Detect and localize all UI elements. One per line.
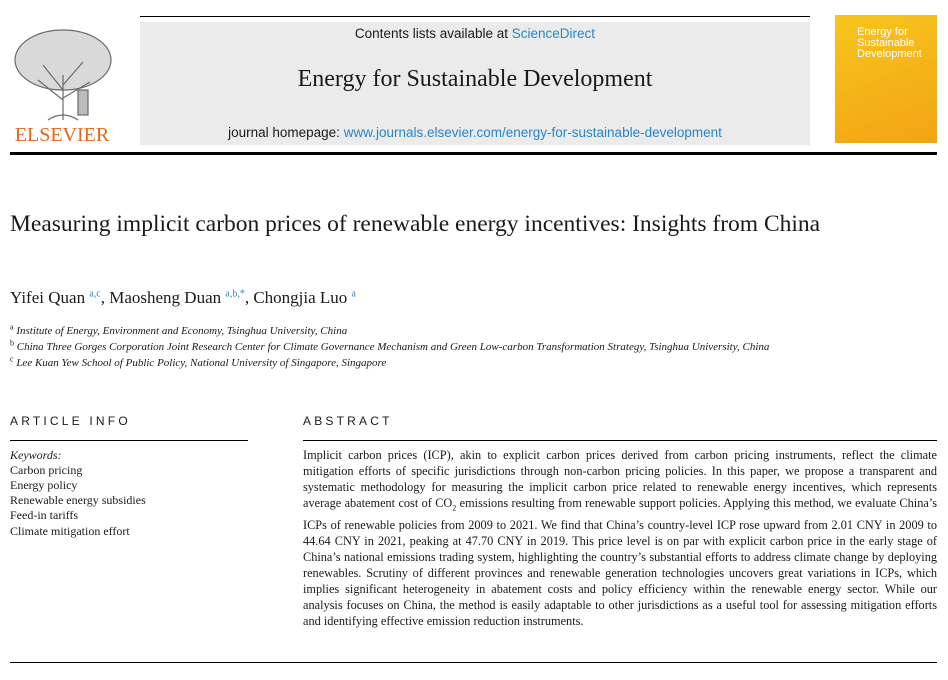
cover-title: Energy for Sustainable Development: [857, 26, 922, 60]
author-affiliation-mark[interactable]: a: [351, 288, 356, 300]
keywords-label: Keywords:: [10, 448, 62, 462]
article-info-heading: ARTICLE INFO: [10, 414, 131, 428]
author-affiliation-mark[interactable]: a,b,*: [225, 288, 245, 300]
sciencedirect-link[interactable]: ScienceDirect: [511, 26, 596, 41]
abstract-subscript: 2: [452, 503, 457, 513]
keyword: Carbon pricing: [10, 463, 83, 477]
abstract-heading: ABSTRACT: [303, 414, 393, 428]
affiliation-label: c: [10, 354, 14, 364]
author-name: Yifei Quan: [10, 288, 86, 307]
author-affiliation-mark[interactable]: a,c: [89, 288, 101, 300]
abstract-text-part: Implicit carbon prices (ICP), akin to ex…: [303, 448, 937, 511]
keyword: Renewable energy subsidies: [10, 493, 146, 507]
author-name: Chongjia Luo: [253, 288, 348, 307]
header-rule: [10, 152, 937, 155]
affiliation-label: b: [10, 338, 14, 348]
keyword: Feed-in tariffs: [10, 508, 79, 522]
affiliation: c Lee Kuan Yew School of Public Policy, …: [10, 354, 387, 369]
abstract-rule: [303, 440, 937, 441]
keyword: Energy policy: [10, 478, 78, 492]
journal-title: Energy for Sustainable Development: [297, 66, 653, 92]
contents-line: Contents lists available at ScienceDirec…: [140, 26, 810, 41]
author-name: Maosheng Duan: [109, 288, 222, 307]
author-separator: ,: [244, 288, 250, 307]
author-separator: ,: [100, 288, 105, 307]
affiliation-text: Lee Kuan Yew School of Public Policy, Na…: [16, 357, 387, 369]
affiliation: b China Three Gorges Corporation Joint R…: [10, 338, 770, 353]
authors: Yifei Quan a,c, Maosheng Duan a,b,*, Cho…: [10, 288, 356, 308]
affiliation-text: Institute of Energy, Environment and Eco…: [16, 325, 348, 337]
keyword: Climate mitigation effort: [10, 524, 130, 538]
abstract-text: Implicit carbon prices (ICP), akin to ex…: [303, 447, 937, 629]
journal-banner: [140, 22, 810, 145]
article-info-rule: [10, 440, 248, 441]
contents-prefix: Contents lists available at: [354, 26, 509, 41]
homepage-link[interactable]: www.journals.elsevier.com/energy-for-sus…: [343, 125, 722, 140]
abstract-text-part: emissions resulting from renewable suppo…: [303, 496, 937, 629]
homepage-prefix: journal homepage:: [228, 125, 340, 140]
top-rule: [140, 16, 810, 17]
journal-cover: Energy for Sustainable Development: [835, 15, 937, 143]
publisher-name: ELSEVIER: [15, 124, 110, 145]
affiliation-text: China Three Gorges Corporation Joint Res…: [16, 341, 770, 353]
article-title: Measuring implicit carbon prices of rene…: [10, 211, 821, 237]
homepage-line: journal homepage: www.journals.elsevier.…: [140, 125, 810, 140]
publisher-logo: ELSEVIER: [14, 29, 112, 145]
affiliation-label: a: [10, 322, 14, 332]
affiliation: a Institute of Energy, Environment and E…: [10, 322, 348, 337]
bottom-rule: [10, 662, 937, 663]
